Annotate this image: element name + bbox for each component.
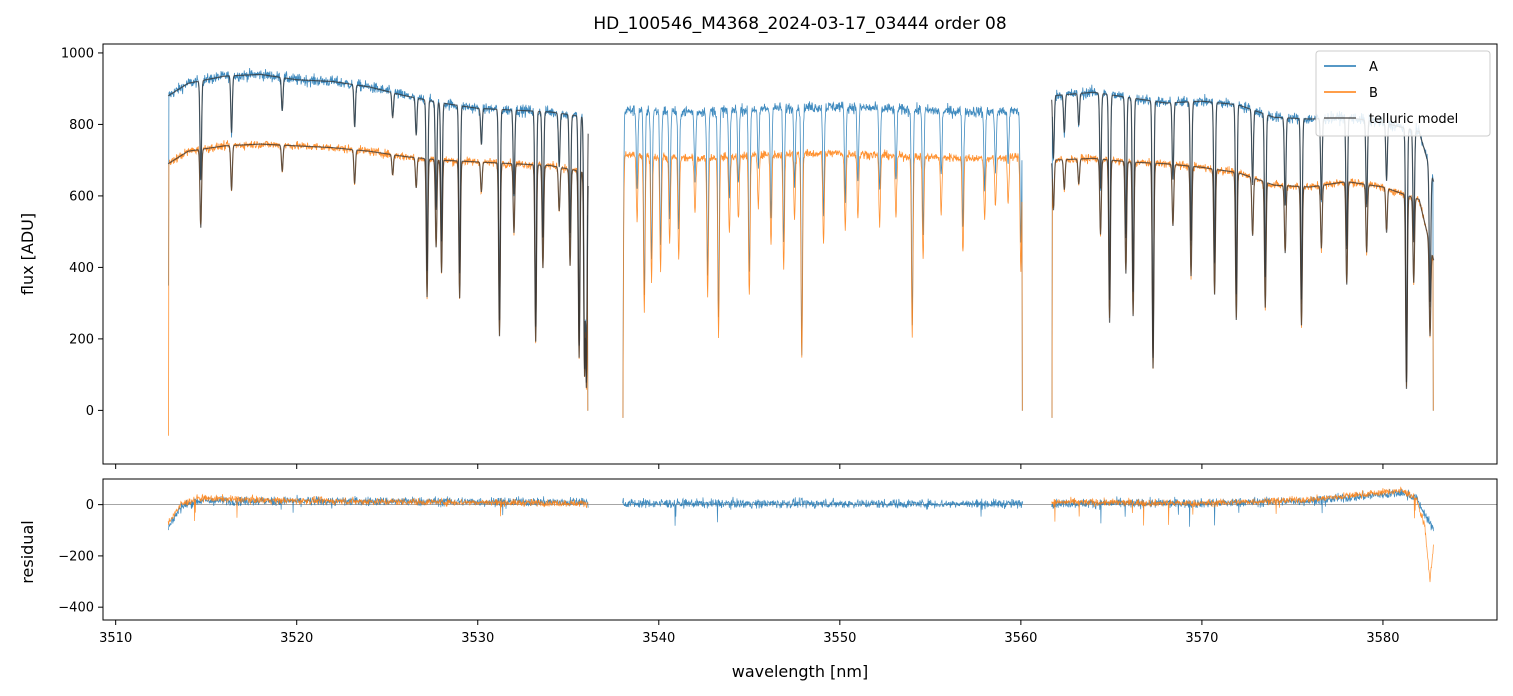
flux-x-axis: [115, 464, 1384, 469]
residual-plot-area: [103, 486, 1497, 583]
legend-label-b: B: [1369, 86, 1378, 101]
residual-series-a-line: [1051, 488, 1434, 532]
residual-series-b-line: [1051, 486, 1434, 583]
x-tick-label: 3530: [461, 631, 494, 646]
flux-panel: 0 200 400 600 800 1000 flux [ADU] A B telluri…: [18, 43, 1498, 469]
x-axis-label: wavelength [nm]: [732, 662, 869, 681]
x-tick-label: 3560: [1004, 631, 1037, 646]
flux-y-tick-label: 200: [69, 332, 94, 347]
flux-y-tick-label: 400: [69, 261, 94, 276]
residual-x-axis: 3510 3520 3530 3540 3550 3560 3570 3580: [99, 620, 1399, 646]
x-tick-label: 3580: [1366, 631, 1399, 646]
flux-y-tick-label: 1000: [61, 46, 94, 61]
x-tick-label: 3550: [823, 631, 856, 646]
telluric-model-line: [167, 73, 589, 383]
chart-title: HD_100546_M4368_2024-03-17_03444 order 0…: [593, 14, 1006, 34]
legend: A B telluric model: [1315, 50, 1491, 137]
telluric-model-line: [167, 143, 589, 388]
flux-y-tick-label: 800: [69, 118, 94, 133]
flux-plot-area: [167, 67, 1435, 436]
series-a-line: [622, 101, 1023, 418]
legend-box: [1315, 50, 1491, 137]
flux-y-axis-label: flux [ADU]: [18, 213, 37, 295]
series-b-line: [168, 140, 589, 436]
flux-axes-frame: [102, 43, 1498, 465]
legend-label-a: A: [1369, 60, 1378, 75]
x-tick-label: 3570: [1185, 631, 1218, 646]
flux-y-axis: 0 200 400 600 800 1000: [61, 46, 103, 419]
x-tick-label: 3510: [99, 631, 132, 646]
residual-axes-frame: [102, 478, 1498, 621]
x-tick-label: 3540: [642, 631, 675, 646]
residual-y-tick-label: 0: [86, 498, 94, 513]
residual-series-b-line: [167, 493, 589, 525]
residual-series-a-line: [622, 496, 1024, 526]
residual-y-axis-label: residual: [18, 520, 37, 583]
residual-y-axis: −400 −200 0: [58, 498, 103, 616]
x-tick-label: 3520: [280, 631, 313, 646]
telluric-model-line: [1051, 157, 1435, 389]
flux-y-tick-label: 0: [86, 404, 94, 419]
residual-y-tick-label: −400: [58, 601, 94, 616]
series-b-line: [622, 148, 1023, 418]
residual-y-tick-label: −200: [58, 549, 94, 564]
legend-label-telluric: telluric model: [1369, 112, 1458, 127]
flux-y-tick-label: 600: [69, 189, 94, 204]
